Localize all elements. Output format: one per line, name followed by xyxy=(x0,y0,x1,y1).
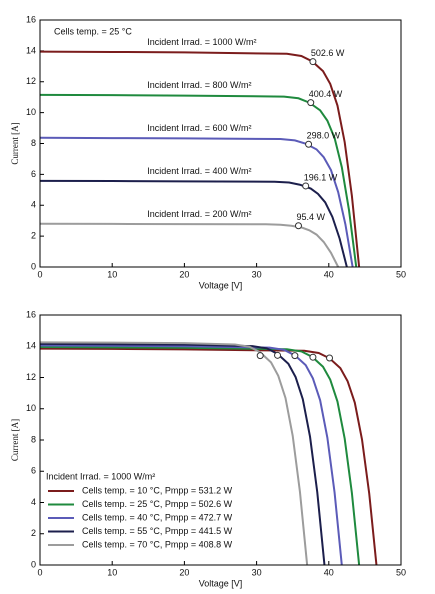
annotation: Cells temp. = 25 °C xyxy=(54,26,132,36)
legend-label: Cells temp. = 40 °C, Pmpp = 472.7 W xyxy=(82,512,233,522)
legend-label: Cells temp. = 55 °C, Pmpp = 441.5 W xyxy=(82,526,233,536)
y-tick-label: 8 xyxy=(31,434,36,444)
mpp-marker xyxy=(309,353,317,361)
iv-curve xyxy=(39,346,361,566)
plot-frame xyxy=(39,19,402,268)
x-tick-label: 50 xyxy=(396,269,406,279)
mpp-marker xyxy=(302,182,310,190)
iv-curve xyxy=(39,50,361,268)
x-tick-label: 30 xyxy=(252,269,262,279)
x-axis-label: Voltage [V] xyxy=(199,280,243,290)
y-tick-label: 8 xyxy=(31,138,36,148)
curve-label: Incident Irrad. = 1000 W/m² xyxy=(147,37,256,47)
mpp-marker xyxy=(326,354,334,362)
y-axis-label: Current [A] xyxy=(10,419,20,461)
mpp-label: 298.0 W xyxy=(307,131,341,141)
x-tick-label: 0 xyxy=(37,269,42,279)
legend-title: Incident Irrad. = 1000 W/m² xyxy=(46,471,155,481)
legend-label: Cells temp. = 25 °C, Pmpp = 502.6 W xyxy=(82,499,233,509)
x-tick-label: 50 xyxy=(396,567,406,577)
mpp-marker xyxy=(305,140,313,148)
iv-curve xyxy=(39,136,354,268)
x-tick-label: 30 xyxy=(252,567,262,577)
iv-curve xyxy=(39,93,358,268)
mpp-label: 400.4 W xyxy=(309,89,343,99)
iv-curve xyxy=(39,222,340,268)
mpp-marker xyxy=(309,58,317,66)
iv-curve xyxy=(39,342,326,566)
y-tick-label: 12 xyxy=(26,372,36,382)
y-tick-label: 10 xyxy=(26,403,36,413)
x-tick-label: 40 xyxy=(324,269,334,279)
legend-label: Cells temp. = 70 °C, Pmpp = 408.8 W xyxy=(82,539,233,549)
plot-frame xyxy=(39,314,402,566)
curve-label: Incident Irrad. = 400 W/m² xyxy=(147,166,251,176)
y-tick-label: 2 xyxy=(31,231,36,241)
mpp-marker xyxy=(274,351,282,359)
y-tick-label: 16 xyxy=(26,309,36,319)
legend-label: Cells temp. = 10 °C, Pmpp = 531.2 W xyxy=(82,485,233,495)
y-tick-label: 12 xyxy=(26,76,36,86)
iv-curve xyxy=(39,347,378,566)
x-tick-label: 40 xyxy=(324,567,334,577)
y-tick-label: 0 xyxy=(31,559,36,569)
curve-label: Incident Irrad. = 800 W/m² xyxy=(147,80,251,90)
x-tick-label: 10 xyxy=(107,269,117,279)
iv-curve xyxy=(39,344,343,566)
mpp-label: 196.1 W xyxy=(304,172,338,182)
x-axis-label: Voltage [V] xyxy=(199,578,243,588)
y-tick-label: 2 xyxy=(31,528,36,538)
mpp-marker xyxy=(307,99,315,107)
y-tick-label: 0 xyxy=(31,261,36,271)
y-tick-label: 14 xyxy=(26,45,36,55)
x-tick-label: 10 xyxy=(107,567,117,577)
iv-curve xyxy=(39,341,309,566)
mpp-label: 502.6 W xyxy=(311,48,345,58)
x-tick-label: 20 xyxy=(179,567,189,577)
y-tick-label: 14 xyxy=(26,341,36,351)
y-tick-label: 4 xyxy=(31,497,36,507)
y-tick-label: 4 xyxy=(31,200,36,210)
curve-label: Incident Irrad. = 200 W/m² xyxy=(147,209,251,219)
mpp-marker xyxy=(291,352,299,360)
y-axis-label: Current [A] xyxy=(10,122,20,164)
x-tick-label: 20 xyxy=(179,269,189,279)
mpp-marker xyxy=(294,222,302,230)
y-tick-label: 10 xyxy=(26,107,36,117)
mpp-label: 95.4 W xyxy=(296,212,325,222)
mpp-marker xyxy=(256,352,264,360)
x-tick-label: 0 xyxy=(37,567,42,577)
y-tick-label: 6 xyxy=(31,169,36,179)
y-tick-label: 6 xyxy=(31,466,36,476)
y-tick-label: 16 xyxy=(26,14,36,24)
curve-label: Incident Irrad. = 600 W/m² xyxy=(147,123,251,133)
